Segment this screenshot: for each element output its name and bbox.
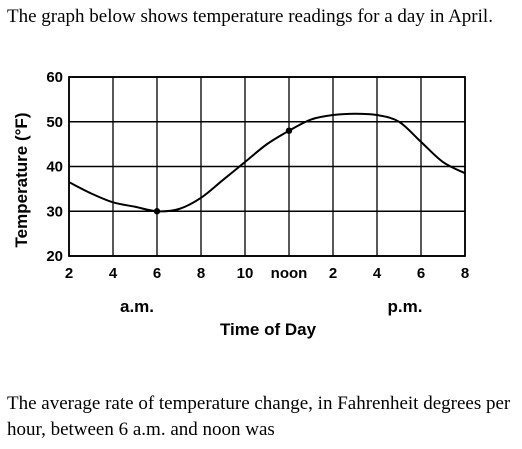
plot-border bbox=[68, 76, 466, 257]
x-tick-label: 6 bbox=[417, 265, 425, 282]
temperature-chart: 20 30 40 50 60 2 4 6 8 10 noon 2 4 6 8 a.m. p.m. Time… bbox=[12, 69, 469, 339]
y-axis-tick-labels: 20 30 40 50 60 bbox=[46, 69, 63, 265]
x-tick-label: noon bbox=[271, 265, 308, 282]
x-period-label-am: a.m. bbox=[120, 297, 154, 316]
marked-data-point bbox=[285, 127, 293, 134]
y-tick-label: 30 bbox=[46, 203, 63, 220]
x-period-label-pm: p.m. bbox=[388, 297, 423, 316]
x-axis-tick-labels: 2 4 6 8 10 noon 2 4 6 8 bbox=[65, 265, 469, 282]
marked-points bbox=[153, 127, 293, 215]
x-tick-label: 4 bbox=[109, 265, 118, 282]
y-tick-label: 20 bbox=[46, 248, 63, 265]
y-axis-title: Temperature (°F) bbox=[12, 113, 31, 248]
y-tick-label: 50 bbox=[46, 114, 63, 131]
temperature-series bbox=[68, 112, 466, 213]
marked-data-point bbox=[153, 208, 161, 215]
y-tick-label: 60 bbox=[46, 69, 63, 86]
x-tick-label: 8 bbox=[197, 265, 205, 282]
x-tick-label: 10 bbox=[237, 265, 254, 282]
x-tick-label: 6 bbox=[153, 265, 161, 282]
x-tick-label: 8 bbox=[461, 265, 469, 282]
y-tick-label: 40 bbox=[46, 159, 63, 176]
question-text: The average rate of temperature change, … bbox=[7, 393, 511, 440]
chart-gridlines bbox=[68, 76, 466, 257]
x-tick-label: 2 bbox=[65, 265, 73, 282]
x-tick-label: 2 bbox=[329, 265, 337, 282]
intro-text: The graph below shows temperature readin… bbox=[7, 6, 493, 27]
x-axis-title: Time of Day bbox=[220, 320, 317, 339]
plot-frame bbox=[68, 76, 466, 257]
x-tick-label: 4 bbox=[373, 265, 382, 282]
temperature-line bbox=[68, 112, 466, 213]
